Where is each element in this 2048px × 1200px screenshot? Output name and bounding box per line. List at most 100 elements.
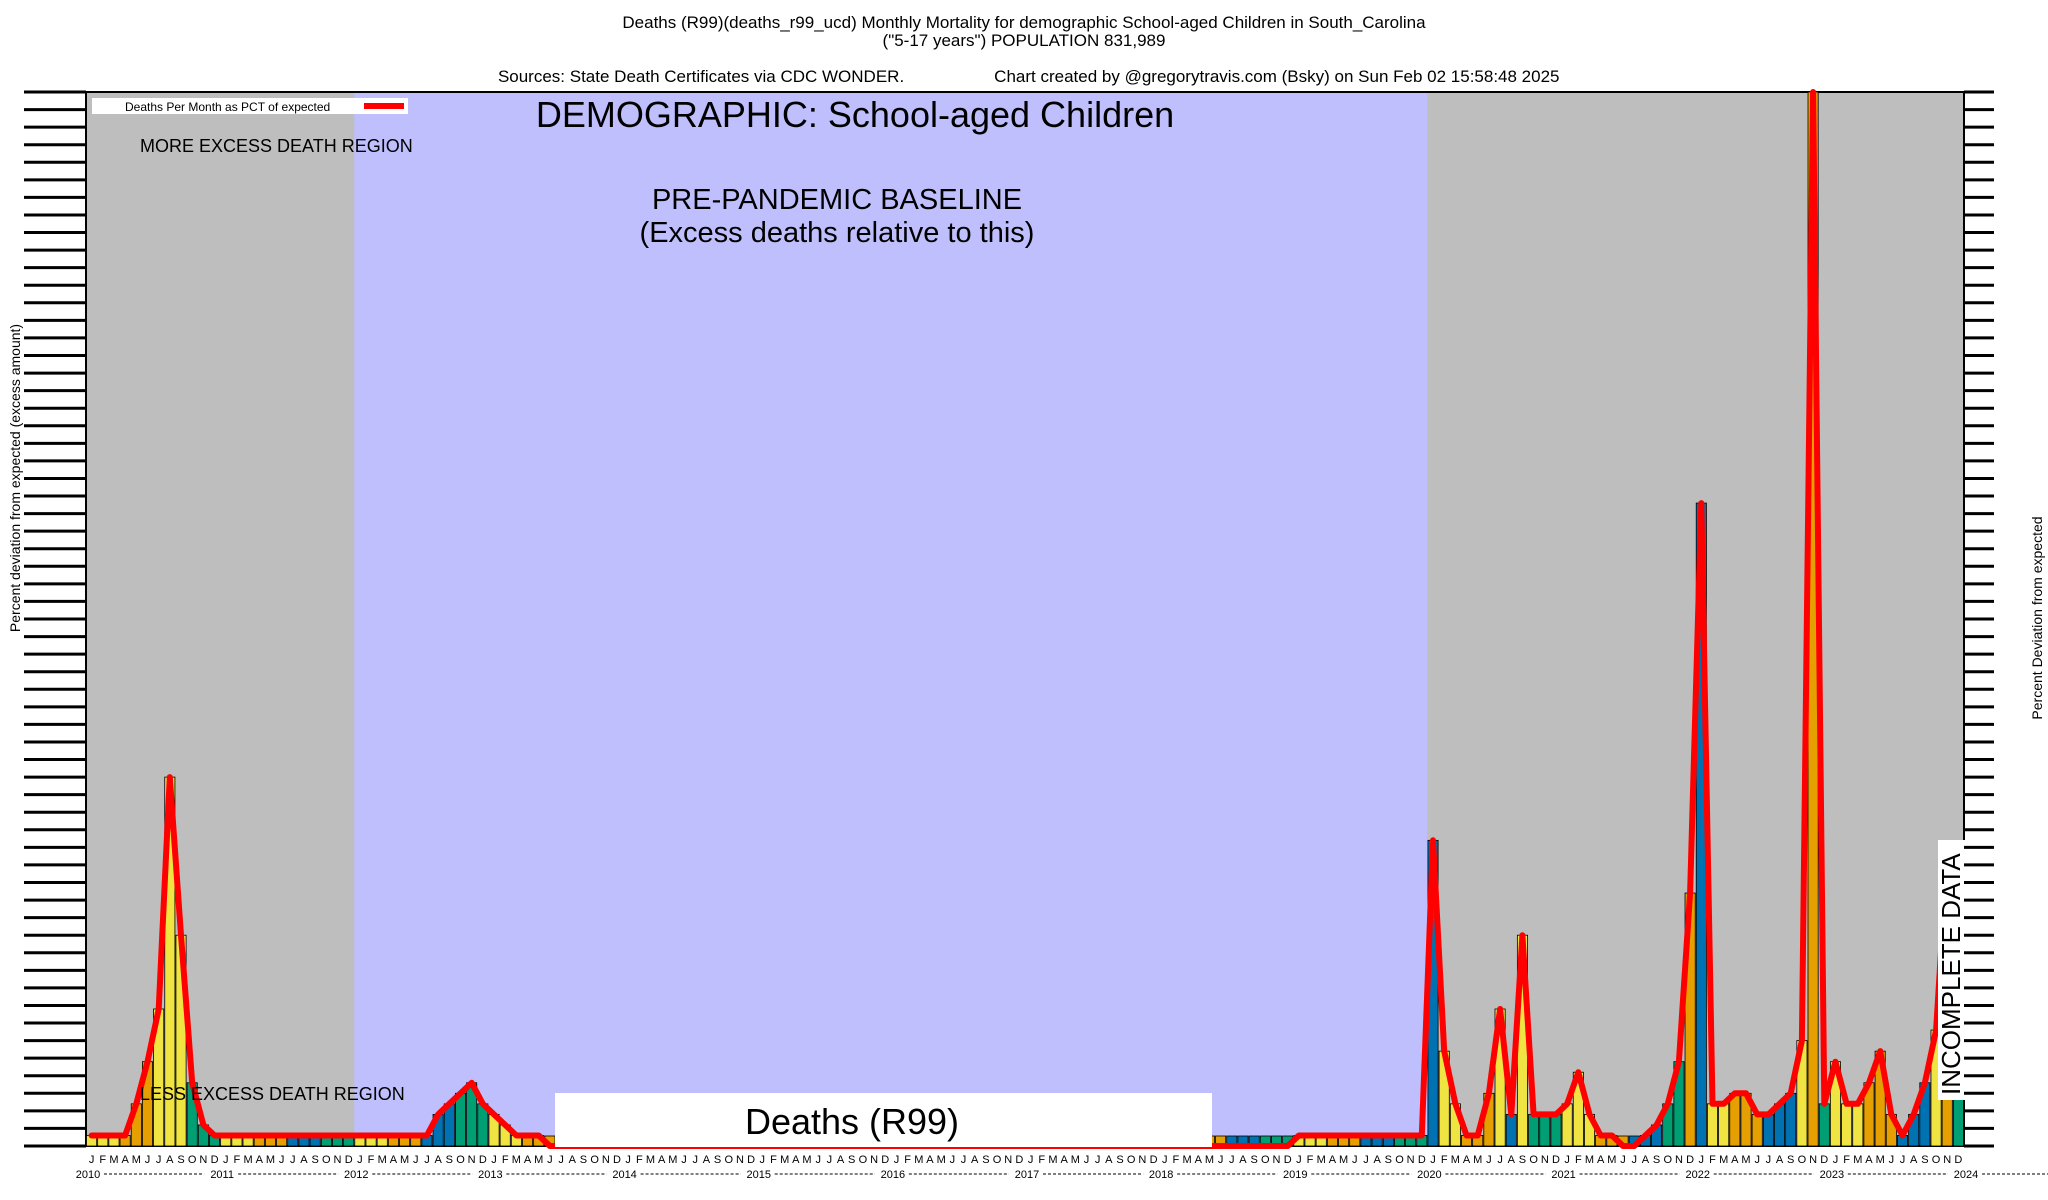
year-tick-label: 2014 <box>612 1169 636 1181</box>
month-tick-label: J <box>491 1154 497 1166</box>
month-tick-label: A <box>121 1154 129 1166</box>
month-tick-label: S <box>714 1154 721 1166</box>
month-tick-label: S <box>580 1154 587 1166</box>
month-tick-label: S <box>311 1154 318 1166</box>
month-tick-label: J <box>760 1154 766 1166</box>
month-tick-label: M <box>1607 1154 1616 1166</box>
month-tick-label: M <box>109 1154 118 1166</box>
year-tick-label: 2022 <box>1685 1169 1709 1181</box>
month-tick-label: J <box>1028 1154 1034 1166</box>
month-tick-label: D <box>1015 1154 1023 1166</box>
month-tick-label: O <box>590 1154 599 1166</box>
month-tick-label: S <box>1519 1154 1526 1166</box>
month-tick-label: M <box>266 1154 275 1166</box>
month-tick-label: M <box>646 1154 655 1166</box>
month-tick-label: A <box>1463 1154 1471 1166</box>
month-tick-label: F <box>1307 1154 1314 1166</box>
month-tick-label: S <box>1250 1154 1257 1166</box>
month-tick-label: M <box>1876 1154 1885 1166</box>
month-tick-label: F <box>770 1154 777 1166</box>
month-tick-label: O <box>456 1154 465 1166</box>
month-tick-label: M <box>937 1154 946 1166</box>
month-tick-label: N <box>1273 1154 1281 1166</box>
month-tick-label: J <box>424 1154 430 1166</box>
cause-label: Deaths (R99) <box>745 1101 959 1142</box>
month-tick-label: J <box>1430 1154 1436 1166</box>
month-tick-label: A <box>1195 1154 1203 1166</box>
legend-label: Deaths Per Month as PCT of expected <box>125 100 330 114</box>
month-tick-label: J <box>894 1154 900 1166</box>
month-tick-label: A <box>1910 1154 1918 1166</box>
month-tick-label: J <box>413 1154 419 1166</box>
month-tick-label: S <box>446 1154 453 1166</box>
month-tick-label: F <box>502 1154 509 1166</box>
month-tick-label: D <box>1418 1154 1426 1166</box>
baseline-sub-label: (Excess deaths relative to this) <box>640 217 1035 249</box>
month-tick-label: A <box>390 1154 398 1166</box>
cause-box <box>555 1093 1212 1147</box>
month-tick-label: J <box>558 1154 564 1166</box>
month-tick-label: J <box>1564 1154 1570 1166</box>
year-tick-label: 2017 <box>1015 1169 1039 1181</box>
month-tick-label: A <box>524 1154 532 1166</box>
month-tick-label: M <box>1071 1154 1080 1166</box>
incomplete-label-group: INCOMPLETE DATA <box>1936 840 1966 1100</box>
year-tick-label: 2013 <box>478 1169 502 1181</box>
month-tick-label: J <box>1754 1154 1760 1166</box>
month-tick-label: M <box>1048 1154 1057 1166</box>
month-tick-label: J <box>547 1154 553 1166</box>
month-tick-label: D <box>881 1154 889 1166</box>
bar <box>1539 1113 1551 1147</box>
month-tick-label: J <box>1095 1154 1101 1166</box>
legend-box <box>92 98 408 114</box>
month-tick-label: M <box>378 1154 387 1166</box>
month-tick-label: J <box>1162 1154 1168 1166</box>
month-tick-label: M <box>780 1154 789 1166</box>
chart-title: Deaths (R99)(deaths_r99_ucd) Monthly Mor… <box>622 13 1426 32</box>
month-tick-label: D <box>747 1154 755 1166</box>
month-tick-label: N <box>1541 1154 1549 1166</box>
month-tick-label: J <box>950 1154 956 1166</box>
month-tick-label: F <box>1575 1154 1582 1166</box>
month-tick-label: D <box>345 1154 353 1166</box>
month-tick-label: M <box>534 1154 543 1166</box>
year-tick-label: 2021 <box>1551 1169 1575 1181</box>
year-tick-label: 2024 <box>1954 1169 1978 1181</box>
month-tick-label: J <box>827 1154 833 1166</box>
month-tick-label: A <box>971 1154 979 1166</box>
month-tick-label: N <box>1943 1154 1951 1166</box>
month-tick-label: A <box>1865 1154 1873 1166</box>
bar <box>1762 1113 1774 1147</box>
month-tick-label: O <box>724 1154 733 1166</box>
month-tick-label: A <box>1105 1154 1113 1166</box>
month-tick-label: A <box>569 1154 577 1166</box>
year-tick-label: 2020 <box>1417 1169 1441 1181</box>
month-tick-label: J <box>156 1154 162 1166</box>
month-tick-label: D <box>1820 1154 1828 1166</box>
month-tick-label: D <box>1150 1154 1158 1166</box>
month-tick-label: J <box>1363 1154 1369 1166</box>
month-tick-label: S <box>1653 1154 1660 1166</box>
month-tick-label: M <box>668 1154 677 1166</box>
plot-background <box>85 91 1965 1147</box>
bar <box>454 1092 466 1147</box>
year-tick-label: 2015 <box>746 1169 770 1181</box>
month-tick-label: F <box>1038 1154 1045 1166</box>
chart-subtitle: ("5-17 years") POPULATION 831,989 <box>882 31 1166 50</box>
month-tick-label: O <box>1261 1154 1270 1166</box>
month-tick-label: M <box>1317 1154 1326 1166</box>
bar <box>1550 1113 1562 1147</box>
month-tick-label: A <box>837 1154 845 1166</box>
month-tick-label: O <box>188 1154 197 1166</box>
year-tick-label: 2011 <box>210 1169 234 1181</box>
baseline-region <box>354 92 1428 1146</box>
year-tick-label: 2012 <box>344 1169 368 1181</box>
month-tick-label: M <box>1853 1154 1862 1166</box>
month-tick-label: S <box>848 1154 855 1166</box>
bar <box>1505 1113 1517 1147</box>
month-tick-label: O <box>1395 1154 1404 1166</box>
month-tick-label: M <box>1205 1154 1214 1166</box>
month-tick-label: J <box>145 1154 151 1166</box>
